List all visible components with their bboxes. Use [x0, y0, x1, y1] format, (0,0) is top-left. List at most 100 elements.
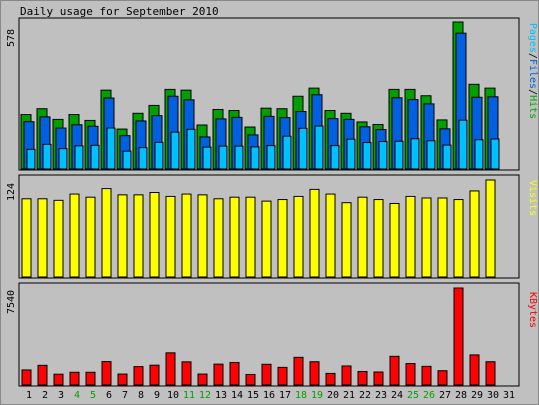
kbytes-bar-day-20	[325, 372, 336, 386]
day-label-28: 28	[455, 390, 467, 401]
visits-bar-day-11	[181, 193, 192, 278]
kbytes-bar-day-10	[165, 352, 176, 386]
visits-bar-day-4	[69, 193, 80, 278]
pages-bar-day-3	[58, 148, 68, 170]
pages-bar-day-28	[458, 119, 468, 170]
day-label-9: 9	[154, 390, 160, 401]
pages-bar-day-11	[186, 128, 196, 170]
day-label-31: 31	[503, 390, 515, 401]
visits-bar-day-25	[405, 195, 416, 278]
kbytes-bar-day-28	[453, 287, 464, 386]
day-label-27: 27	[439, 390, 451, 401]
kbytes-bar-day-6	[101, 361, 112, 386]
hits-ymax-label: 578	[6, 29, 17, 47]
pages-bar-day-18	[298, 127, 308, 170]
pages-bar-day-17	[282, 135, 292, 170]
pages-bar-day-4	[74, 145, 84, 170]
pages-bar-day-13	[218, 145, 228, 170]
kbytes-bar-day-11	[181, 361, 192, 386]
pages-bar-day-6	[106, 127, 116, 170]
visits-bar-day-8	[133, 194, 144, 278]
kbytes-bar-day-13	[213, 363, 224, 386]
hits-legend: Pages/Files/Hits	[527, 23, 538, 119]
visits-bar-day-13	[213, 198, 224, 278]
kbytes-bar-day-30	[485, 361, 496, 386]
day-label-25: 25	[407, 390, 419, 401]
visits-legend: Visits	[527, 180, 538, 216]
kbytes-bar-day-22	[357, 370, 368, 386]
kbytes-bar-day-15	[245, 373, 256, 386]
kbytes-bar-day-24	[389, 355, 400, 386]
pages-bar-day-5	[90, 144, 100, 170]
day-label-6: 6	[106, 390, 112, 401]
day-label-13: 13	[215, 390, 227, 401]
day-label-24: 24	[391, 390, 403, 401]
kbytes-bar-day-16	[261, 363, 272, 386]
visits-bar-day-19	[309, 188, 320, 278]
pages-bar-day-27	[442, 144, 452, 170]
pages-bar-day-12	[202, 146, 212, 170]
pages-bar-day-7	[122, 150, 132, 170]
pages-bar-day-9	[154, 141, 164, 170]
pages-bar-day-26	[426, 140, 436, 170]
day-labels: 1 2 3 4 5 6 7 8 9 10 11 12 13 14 15 16 17 18 19 20 21 22 23 24 2…	[26, 390, 515, 401]
day-label-26: 26	[423, 390, 435, 401]
visits-bar-day-28	[453, 199, 464, 278]
visits-bar-day-18	[293, 195, 304, 278]
visits-bar-day-7	[117, 194, 128, 278]
kbytes-bar-day-7	[117, 373, 128, 386]
kbytes-bars	[21, 287, 496, 386]
legend-hits: Hits	[527, 95, 538, 119]
pages-bar-day-23	[378, 141, 388, 170]
visits-bars	[21, 179, 496, 278]
visits-bar-day-14	[229, 196, 240, 278]
kbytes-bar-day-21	[341, 365, 352, 386]
day-label-4: 4	[74, 390, 80, 401]
legend-sep-1: /	[527, 53, 538, 59]
kbytes-bar-day-27	[437, 370, 448, 386]
visits-bar-day-17	[277, 199, 288, 278]
visits-bar-day-21	[341, 202, 352, 278]
day-label-10: 10	[167, 390, 179, 401]
visits-bar-day-20	[325, 193, 336, 278]
day-label-23: 23	[375, 390, 387, 401]
kbytes-bar-day-23	[373, 371, 384, 386]
legend-files: Files	[527, 59, 538, 89]
pages-bar-day-14	[234, 145, 244, 170]
day-label-3: 3	[58, 390, 64, 401]
visits-bar-day-2	[37, 198, 48, 278]
day-label-5: 5	[90, 390, 96, 401]
visits-bar-day-24	[389, 202, 400, 278]
kbytes-bar-day-25	[405, 363, 416, 386]
kbytes-legend: KBytes	[527, 292, 538, 328]
pages-bar-day-25	[410, 138, 420, 170]
kbytes-bar-day-1	[21, 369, 32, 386]
pages-bar-day-29	[474, 139, 484, 170]
visits-bar-day-10	[165, 195, 176, 278]
kbytes-bar-day-26	[421, 365, 432, 386]
pages-bar-day-20	[330, 145, 340, 170]
visits-bar-day-9	[149, 192, 160, 278]
day-label-21: 21	[343, 390, 355, 401]
visits-bar-day-29	[469, 190, 480, 278]
kbytes-bar-day-3	[53, 373, 64, 386]
day-label-14: 14	[231, 390, 243, 401]
visits-bar-day-27	[437, 197, 448, 278]
visits-bar-day-1	[21, 198, 32, 278]
kbytes-bar-day-19	[309, 361, 320, 386]
kbytes-bar-day-9	[149, 364, 160, 386]
day-label-1: 1	[26, 390, 32, 401]
visits-bar-day-6	[101, 188, 112, 278]
day-label-2: 2	[42, 390, 48, 401]
pages-bar-day-24	[394, 140, 404, 170]
day-label-22: 22	[359, 390, 371, 401]
day-label-16: 16	[263, 390, 275, 401]
kbytes-bar-day-14	[229, 361, 240, 386]
day-label-18: 18	[295, 390, 307, 401]
visits-panel: 124 Visits	[6, 174, 538, 279]
day-label-29: 29	[471, 390, 483, 401]
legend-pages: Pages	[527, 23, 538, 53]
day-label-11: 11	[183, 390, 195, 401]
